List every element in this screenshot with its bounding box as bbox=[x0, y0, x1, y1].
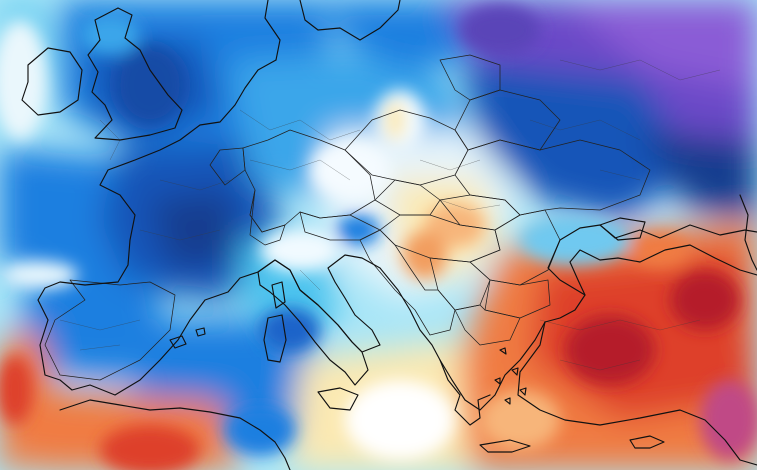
coast-denmark-sweden bbox=[299, 0, 401, 41]
border-switzerland bbox=[249, 189, 286, 246]
coast-aegean-islands bbox=[494, 347, 527, 405]
coast-caspian bbox=[739, 194, 757, 271]
coast-north-africa bbox=[59, 399, 291, 470]
patch-blacksea-cyan bbox=[520, 215, 630, 265]
border-macedonia bbox=[454, 304, 521, 346]
border-ukraine bbox=[454, 139, 651, 216]
patch-algeria-red bbox=[100, 425, 200, 470]
patch-aegean-orange bbox=[480, 390, 560, 450]
patch-ionian-white bbox=[345, 380, 455, 460]
patch-uk-navy bbox=[115, 45, 185, 125]
coast-ireland bbox=[21, 47, 83, 116]
field-russia-violet bbox=[560, 0, 757, 90]
border-baltics bbox=[439, 54, 501, 101]
patch-atlantic-white bbox=[0, 20, 48, 140]
patch-portugal-red bbox=[0, 355, 33, 425]
border-balkans-west bbox=[359, 229, 456, 336]
patch-slovenia-blue bbox=[336, 214, 380, 246]
coastlines bbox=[21, 0, 757, 470]
patch-hungary-orange bbox=[425, 203, 485, 247]
field-caspian-navy bbox=[640, 130, 757, 220]
patch-serbia-orange bbox=[403, 231, 447, 279]
patch-biscay-white bbox=[2, 261, 78, 289]
coast-crimea bbox=[599, 217, 646, 241]
patch-tyrrhenian-dark bbox=[260, 308, 320, 352]
field-baltic-blue bbox=[330, 0, 470, 70]
border-benelux bbox=[209, 147, 246, 186]
country-borders bbox=[44, 54, 651, 381]
region-grid bbox=[59, 59, 721, 371]
border-spain bbox=[44, 279, 176, 381]
patch-poland-yellow bbox=[385, 100, 405, 140]
field-france-core bbox=[150, 190, 240, 270]
coast-denmark bbox=[264, 0, 281, 61]
region-lines bbox=[59, 59, 721, 371]
patch-belarus-purple bbox=[460, 5, 540, 55]
patch-czech-white bbox=[310, 140, 390, 200]
patch-alps-white bbox=[260, 228, 340, 272]
coast-sardinia bbox=[263, 314, 287, 363]
coast-balearics bbox=[169, 327, 206, 349]
coast-cyprus bbox=[629, 435, 665, 449]
coast-britain bbox=[87, 7, 183, 141]
coast-sicily bbox=[317, 387, 359, 411]
patch-anatolia-core bbox=[565, 315, 655, 385]
patch-north-atlantic bbox=[80, 15, 140, 55]
patch-syria-magenta bbox=[700, 380, 757, 460]
coast-greece bbox=[439, 359, 491, 426]
coast-italy bbox=[257, 259, 369, 386]
patch-caucasus-red bbox=[670, 270, 740, 330]
coast-anatolia-south bbox=[517, 321, 757, 466]
coast-corsica bbox=[271, 281, 286, 309]
field-iberia-blue bbox=[20, 280, 170, 380]
coast-crete bbox=[479, 439, 531, 453]
